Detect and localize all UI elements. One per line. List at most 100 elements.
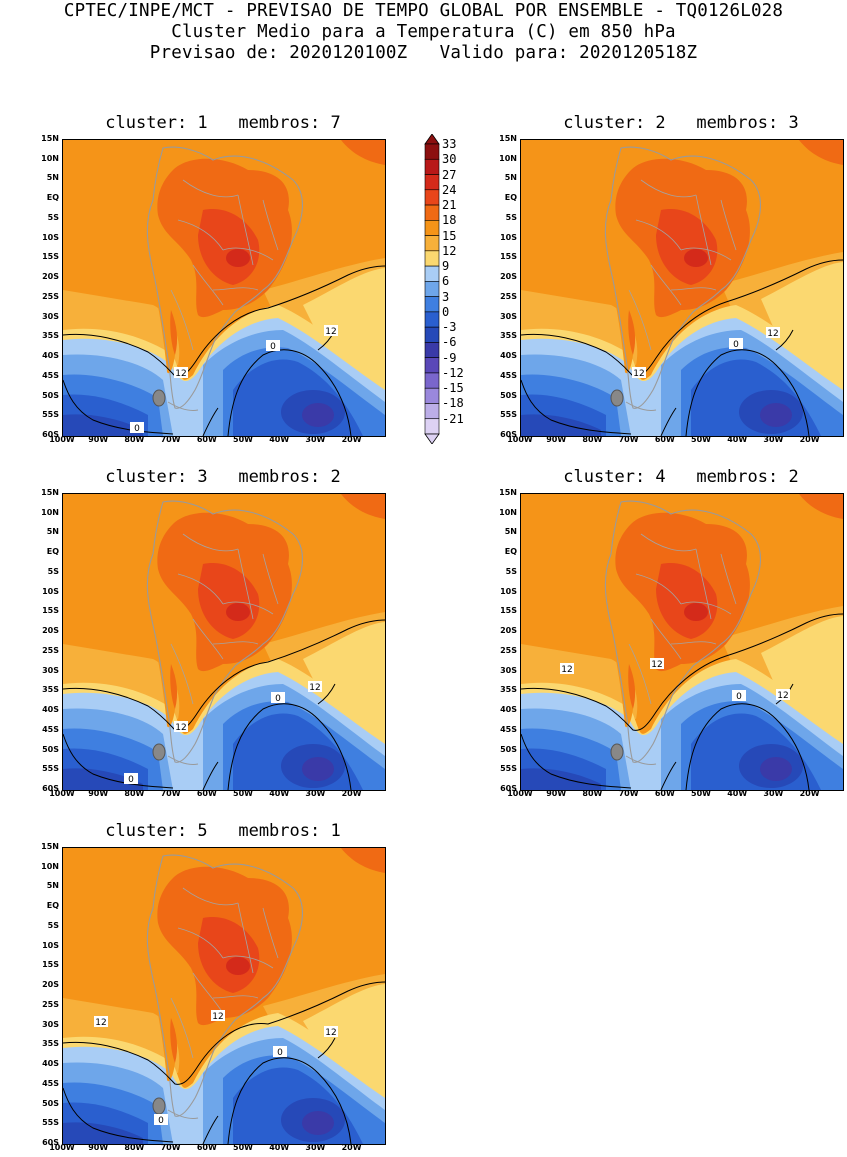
contour-12 (521, 613, 843, 731)
field-21-northeast (799, 494, 843, 519)
tierra-del-fuego (625, 755, 657, 765)
field-andes (155, 968, 175, 1082)
colorbar-top-arrow (424, 133, 440, 145)
country-border (177, 573, 224, 605)
field-12-ocean (303, 984, 385, 1088)
lat-tick-label: 10N (41, 861, 59, 871)
lat-tick-label: 35S (500, 331, 517, 341)
lon-tick-label: 20W (341, 789, 362, 798)
contour-12 (63, 619, 385, 731)
contour-label: 12 (776, 689, 790, 701)
field-andes (155, 614, 175, 728)
colorbar-label: -21 (442, 411, 464, 426)
country-border (262, 907, 279, 959)
country-border (640, 179, 697, 198)
field-andes-warm (170, 1018, 178, 1063)
contour-label-text: 12 (309, 683, 320, 693)
lat-tick-label: 5S (505, 566, 517, 576)
country-border (177, 927, 224, 959)
field-minus6 (302, 403, 334, 427)
country-border (182, 887, 239, 906)
lat-tick-label: 40S (500, 705, 517, 715)
lat-tick-label: 5N (46, 173, 59, 183)
lat-tick-label: 15N (499, 134, 517, 143)
lon-tick-label: 60W (196, 1143, 217, 1152)
field-minus6 (302, 757, 334, 781)
lat-tick-label: 50S (500, 390, 517, 400)
contour-12 (521, 259, 843, 377)
contour-0-east (685, 703, 810, 790)
country-border (695, 548, 712, 620)
contour-label-text: 12 (212, 1012, 223, 1022)
field-24-core (198, 917, 260, 993)
field-21-northeast (341, 848, 385, 873)
country-border (192, 264, 224, 306)
country-border (628, 289, 652, 351)
lon-tick-label: 50W (233, 789, 253, 798)
lat-tick-label: 35S (42, 1039, 59, 1049)
lat-tick-label: EQ (504, 547, 517, 557)
lat-tick-label: 30S (42, 311, 59, 321)
lat-tick-label: 40S (42, 1059, 59, 1069)
country-border (237, 548, 254, 620)
lon-tick-label: 50W (691, 435, 711, 444)
colorbar-swatch (424, 250, 440, 267)
country-border (222, 247, 274, 261)
country-border (170, 289, 194, 351)
field-12-ocean (303, 622, 385, 734)
coastline (604, 146, 762, 409)
colorbar-swatch (424, 265, 440, 282)
lat-tick-label: 55S (42, 410, 59, 420)
colorbar-label: 12 (442, 243, 457, 258)
lat-tick-label: 40S (500, 351, 517, 361)
lat-tick-label: 15S (42, 252, 59, 262)
lon-tick-label: 40W (269, 1143, 290, 1152)
contour-label-text: 0 (270, 342, 276, 352)
field-minus6 (760, 757, 792, 781)
field-27-core (226, 957, 250, 975)
lat-tick-label: 25S (500, 291, 517, 301)
colorbar-swatch (424, 204, 440, 221)
lat-tick-label: 5N (504, 527, 517, 537)
contour-label: 12 (324, 1026, 338, 1038)
field-24-core (198, 563, 260, 639)
field-27-core (226, 249, 250, 267)
lat-tick-label: 5S (505, 212, 517, 222)
contour-0-south (660, 407, 677, 436)
field-12-ocean (761, 616, 843, 734)
coastline (146, 500, 304, 763)
contour-label-text: 12 (651, 660, 662, 670)
field-12-ocean (761, 262, 843, 380)
lat-tick-label: 35S (500, 685, 517, 695)
contour-0-south (202, 1115, 219, 1144)
contour-label-text: 12 (175, 723, 186, 733)
panel-title-3: cluster: 3 membros: 2 (105, 467, 341, 487)
contour-label: 12 (308, 681, 322, 693)
colorbar-label: 30 (442, 152, 457, 167)
field-21-northeast (799, 140, 843, 165)
contour-label-text: 0 (158, 1116, 164, 1126)
lon-tick-label: 20W (341, 435, 362, 444)
contour-0-south (202, 761, 219, 790)
lon-tick-label: 20W (799, 435, 820, 444)
country-border (177, 219, 224, 251)
coastline (146, 854, 304, 1117)
contour-12-tail (317, 1037, 336, 1059)
map-panel-1: 12 12 0 0 (62, 139, 386, 437)
country-border (170, 643, 194, 705)
field-minus3-west (521, 414, 601, 436)
lon-tick-label: 30W (305, 1143, 326, 1152)
contour-label-text: 0 (275, 694, 281, 704)
colorbar-label: 18 (442, 213, 457, 228)
contour-label-text: 0 (134, 424, 140, 434)
lat-tick-label: 15S (42, 960, 59, 970)
country-border (650, 618, 682, 660)
country-border (222, 955, 274, 969)
lon-tick-label: 90W (546, 789, 567, 798)
colorbar-swatch (424, 296, 440, 313)
lon-tick-label: 70W (160, 435, 181, 444)
country-border (212, 995, 259, 999)
lake-area (152, 743, 166, 761)
map-panel-5: 12 12 12 0 0 (62, 847, 386, 1145)
lat-tick-label: 55S (42, 764, 59, 774)
